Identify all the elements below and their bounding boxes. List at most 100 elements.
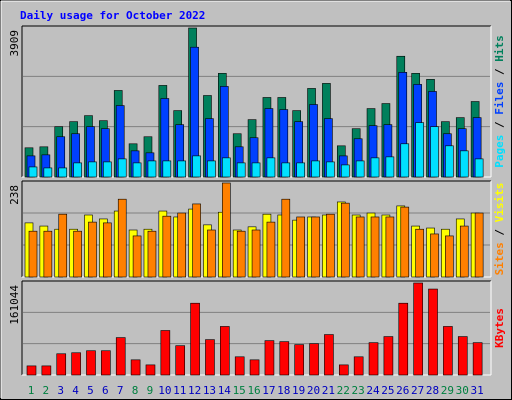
x-tick-label: 28: [426, 384, 439, 397]
bar: [296, 162, 305, 178]
bar: [355, 216, 365, 278]
x-tick-label: 12: [188, 384, 201, 397]
x-tick-label: 5: [87, 384, 94, 397]
x-tick-label: 14: [218, 384, 232, 397]
bar: [311, 216, 320, 278]
bar: [190, 302, 200, 376]
bar: [264, 340, 275, 376]
bar: [296, 216, 305, 278]
x-tick-label: 17: [262, 384, 275, 397]
bar: [175, 345, 186, 376]
x-tick-label: 21: [322, 384, 335, 397]
bar: [147, 160, 157, 178]
bar: [58, 167, 68, 178]
x-tick-label: 18: [277, 384, 290, 397]
bar: [28, 166, 38, 178]
x-tick-label: 3: [57, 384, 64, 397]
x-tick-label: 11: [173, 384, 186, 397]
bar: [400, 143, 410, 178]
bar: [443, 326, 453, 376]
bar: [281, 198, 291, 278]
bar: [338, 364, 349, 376]
bar: [117, 198, 127, 278]
x-tick-label: 7: [117, 384, 124, 397]
legend-entry: Hits: [493, 35, 506, 62]
x-tick-label: 22: [337, 384, 350, 397]
bar: [43, 167, 53, 178]
bar: [192, 155, 201, 178]
legend-entry: Sites: [493, 242, 506, 275]
bar: [413, 282, 423, 376]
legend-separator: /: [493, 222, 506, 242]
bar: [266, 221, 276, 278]
legend-entry: Pages: [493, 135, 506, 168]
bar: [326, 161, 335, 178]
bar: [459, 150, 469, 178]
bar: [368, 342, 379, 376]
x-tick-label: 8: [132, 384, 139, 397]
bar: [445, 235, 454, 278]
x-tick-label: 25: [381, 384, 394, 397]
legend: Pages / Files / Hits: [493, 35, 506, 168]
bar: [355, 160, 365, 178]
x-tick-label: 30: [456, 384, 469, 397]
bar: [73, 230, 82, 278]
x-tick-label: 1: [28, 384, 35, 397]
legend-separator: /: [493, 62, 506, 82]
bar: [207, 160, 216, 178]
bar: [26, 365, 37, 376]
bar: [383, 336, 394, 376]
bar: [147, 230, 157, 278]
bar: [56, 353, 67, 376]
bar: [445, 145, 454, 178]
bar: [71, 352, 81, 376]
bar: [115, 337, 126, 376]
bar: [162, 215, 172, 278]
bar: [279, 341, 290, 376]
bar: [430, 233, 439, 278]
bar: [220, 326, 230, 376]
legend-entry: Visits: [493, 183, 506, 223]
x-tick-label: 31: [471, 384, 484, 397]
bar: [370, 157, 380, 178]
bar: [251, 229, 261, 278]
x-tick-label: 24: [366, 384, 380, 397]
bar: [130, 359, 141, 376]
bar: [428, 288, 438, 376]
legend-entry: Files: [493, 82, 506, 115]
bar: [41, 365, 52, 376]
bar: [177, 212, 187, 278]
y-tick-label: 161044: [8, 285, 21, 325]
bar: [162, 160, 172, 178]
bar: [370, 216, 380, 278]
bar: [430, 126, 439, 178]
legend: Sites / Visits: [493, 183, 506, 276]
x-tick-label: 2: [43, 384, 50, 397]
x-tick-label: 16: [247, 384, 260, 397]
y-tick-label: 238: [8, 185, 21, 205]
bar: [400, 206, 410, 278]
bar: [205, 339, 215, 376]
x-tick-label: 6: [102, 384, 109, 397]
bar: [251, 162, 261, 178]
x-tick-label: 26: [396, 384, 409, 397]
bar: [177, 160, 187, 178]
bar: [236, 162, 246, 178]
y-tick-label: 3909: [8, 30, 21, 57]
bar: [101, 350, 111, 376]
x-tick-label: 19: [292, 384, 305, 397]
bar: [326, 213, 335, 278]
legend-entry: KBytes: [493, 308, 506, 348]
x-tick-label: 29: [441, 384, 454, 397]
x-tick-label: 20: [307, 384, 320, 397]
x-tick-label: 15: [233, 384, 246, 397]
bar: [385, 216, 395, 278]
bar: [145, 364, 156, 376]
bar: [103, 161, 112, 178]
bar: [222, 182, 231, 278]
bar: [457, 336, 468, 376]
bar: [28, 230, 38, 278]
bar: [398, 302, 409, 376]
bar: [281, 162, 291, 178]
